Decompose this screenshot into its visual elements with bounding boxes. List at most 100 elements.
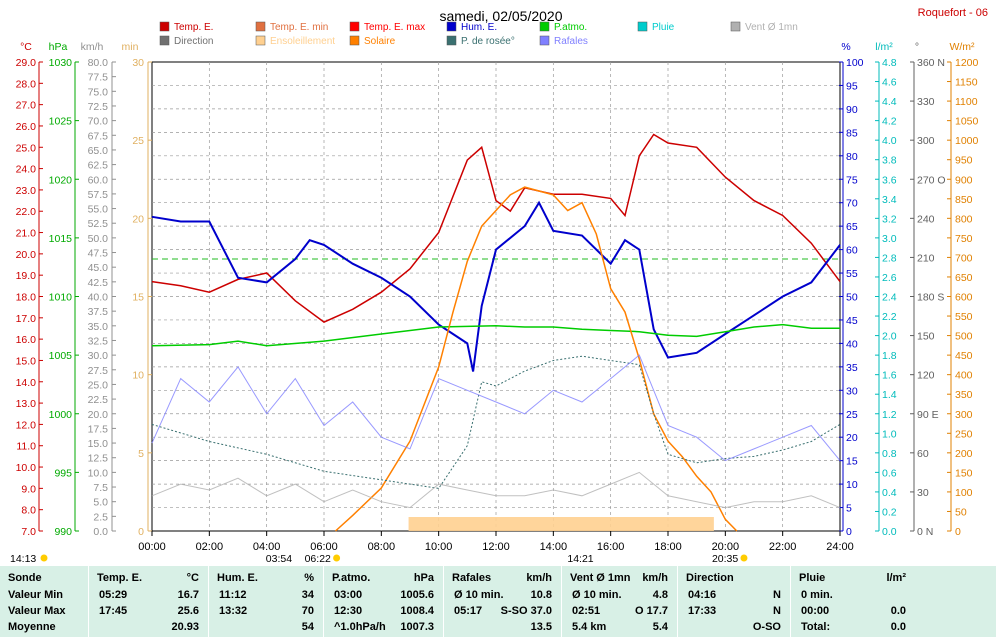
table-cell: 05:17 — [454, 605, 483, 617]
rain-axis-tick-label: 0.8 — [882, 448, 897, 460]
solar-axis-tick-label: 200 — [955, 448, 973, 460]
rain-axis-tick-label: 3.2 — [882, 213, 897, 225]
temp-axis-tick-label: 10.0 — [16, 462, 37, 474]
solar-axis-tick-label: 1100 — [955, 96, 978, 108]
table-column: Direction 04:16 N 17:33 N O-SO — [677, 566, 791, 637]
rain-axis-tick-label: 0.0 — [882, 526, 897, 538]
wind-axis-tick-label: 17.5 — [88, 423, 109, 435]
rain-axis-tick-label: 4.2 — [882, 116, 897, 128]
plot-grid — [152, 62, 840, 531]
temp-axis-tick-label: 27.0 — [16, 100, 37, 112]
legend-swatch — [255, 35, 266, 46]
legend-swatch — [349, 21, 360, 32]
rain-axis-tick-label: 1.2 — [882, 409, 897, 421]
wind-axis-tick-label: 0.0 — [93, 526, 108, 538]
marker-left: 14:13 — [10, 553, 36, 565]
rain-axis-tick-label: 4.8 — [882, 57, 897, 69]
dir-axis-tick-label: 60 — [917, 448, 929, 460]
rain-axis-tick-label: 4.0 — [882, 135, 897, 147]
solar-axis-tick-label: 550 — [955, 311, 973, 323]
temp-axis-tick-label: 25.0 — [16, 142, 37, 154]
wind-axis-tick-label: 20.0 — [88, 409, 109, 421]
table-column: Temp. E. °C 05:29 16.7 17:45 25.6 20.93 — [88, 566, 209, 637]
dir-axis-tick-label: 30 — [917, 487, 929, 499]
wind-axis-tick-label: 70.0 — [88, 116, 109, 128]
min-axis-tick-label: 20 — [132, 213, 144, 225]
table-cell: l/m² — [886, 572, 906, 584]
rain-axis-tick-label: 3.8 — [882, 155, 897, 167]
rain-axis-tick-label: 1.0 — [882, 428, 897, 440]
marker-dot — [40, 554, 48, 562]
temp-axis-tick-label: 12.0 — [16, 419, 37, 431]
axis-unit: ° — [915, 41, 919, 53]
table-column: P.atmo. hPa 03:00 1005.6 12:30 1008.4 ^1.0hPa/… — [323, 566, 444, 637]
solar-axis-tick-label: 50 — [955, 506, 967, 518]
table-cell: Valeur Min — [8, 589, 64, 601]
wind-axis-tick-label: 72.5 — [88, 101, 109, 113]
series-rafales — [151, 354, 841, 462]
table-cell: Sonde — [8, 572, 42, 584]
wind-axis-tick-label: 62.5 — [88, 160, 109, 172]
legend-swatch — [159, 35, 170, 46]
hum-axis-tick-label: 20 — [846, 432, 858, 444]
dir-axis-tick-label: 210 — [917, 252, 935, 264]
temp-axis-tick-label: 17.0 — [16, 313, 37, 325]
min-axis-tick-label: 5 — [138, 448, 144, 460]
table-cell: ^1.0hPa/h — [334, 621, 386, 633]
rain-axis-tick-label: 3.0 — [882, 233, 897, 245]
table-cell: Rafales — [452, 572, 492, 584]
series-lines — [151, 133, 841, 532]
rain-axis-tick-label: 1.6 — [882, 370, 897, 382]
sunshine-bar — [408, 517, 714, 531]
table-cell: 1008.4 — [400, 605, 434, 617]
solar-axis-tick-label: 900 — [955, 174, 973, 186]
legend-swatch — [730, 21, 741, 32]
axis-unit: °C — [20, 41, 32, 53]
hum-axis-tick-label: 0 — [846, 526, 852, 538]
solar-axis-tick-label: 0 — [955, 526, 961, 538]
time-tick-label: 14:00 — [540, 541, 568, 553]
wind-axis-tick-label: 25.0 — [88, 379, 109, 391]
legend-label: Temp. E. min — [270, 22, 328, 33]
time-tick-label: 10:00 — [425, 541, 453, 553]
axis-unit: min — [122, 41, 139, 53]
wind-axis-tick-label: 2.5 — [93, 511, 108, 523]
wind-axis-tick-label: 65.0 — [88, 145, 109, 157]
wind-axis-tick-label: 7.5 — [93, 482, 108, 494]
rain-axis-tick-label: 2.0 — [882, 331, 897, 343]
rain-axis-tick-label: 3.6 — [882, 174, 897, 186]
legend-label: Direction — [174, 36, 213, 47]
wind-axis-tick-label: 15.0 — [88, 438, 109, 450]
press-axis-tick-label: 1015 — [49, 233, 73, 245]
table-cell: 0.0 — [890, 621, 906, 633]
series-vent-mn — [151, 471, 841, 509]
legend-label: Vent Ø 1mn — [745, 22, 798, 33]
table-cell: 70 — [301, 605, 314, 617]
rain-axis-tick-label: 3.4 — [882, 194, 897, 206]
press-axis-tick-label: 1020 — [49, 174, 73, 186]
time-tick-label: 00:00 — [138, 541, 166, 553]
table-cell: 17:33 — [688, 605, 717, 617]
axis-unit: hPa — [49, 41, 68, 53]
table-cell: 04:16 — [688, 589, 717, 601]
rain-axis-tick-label: 2.4 — [882, 292, 897, 304]
table-cell: 5.4 — [652, 621, 668, 633]
axis-unit: l/m² — [875, 41, 893, 53]
table-cell: °C — [186, 572, 199, 584]
dir-axis-tick-label: 360 N — [917, 57, 945, 69]
wind-axis-tick-label: 50.0 — [88, 233, 109, 245]
solar-axis-tick-label: 1000 — [955, 135, 979, 147]
temp-axis-tick-label: 16.0 — [16, 334, 37, 346]
legend-swatch — [159, 21, 170, 32]
hum-axis-tick-label: 80 — [846, 151, 858, 163]
table-cell: 13.5 — [530, 621, 552, 633]
table-cell: 4.8 — [652, 589, 668, 601]
wind-axis-tick-label: 57.5 — [88, 189, 109, 201]
rain-axis-tick-label: 0.2 — [882, 506, 897, 518]
wind-axis-tick-label: 67.5 — [88, 130, 109, 142]
legend-label: Ensoleillement — [270, 36, 335, 47]
wind-axis-tick-label: 55.0 — [88, 204, 109, 216]
table-cell: S-SO 37.0 — [500, 605, 552, 617]
legend-label: Temp. E. max — [364, 22, 425, 33]
axis-unit: km/h — [81, 41, 104, 53]
